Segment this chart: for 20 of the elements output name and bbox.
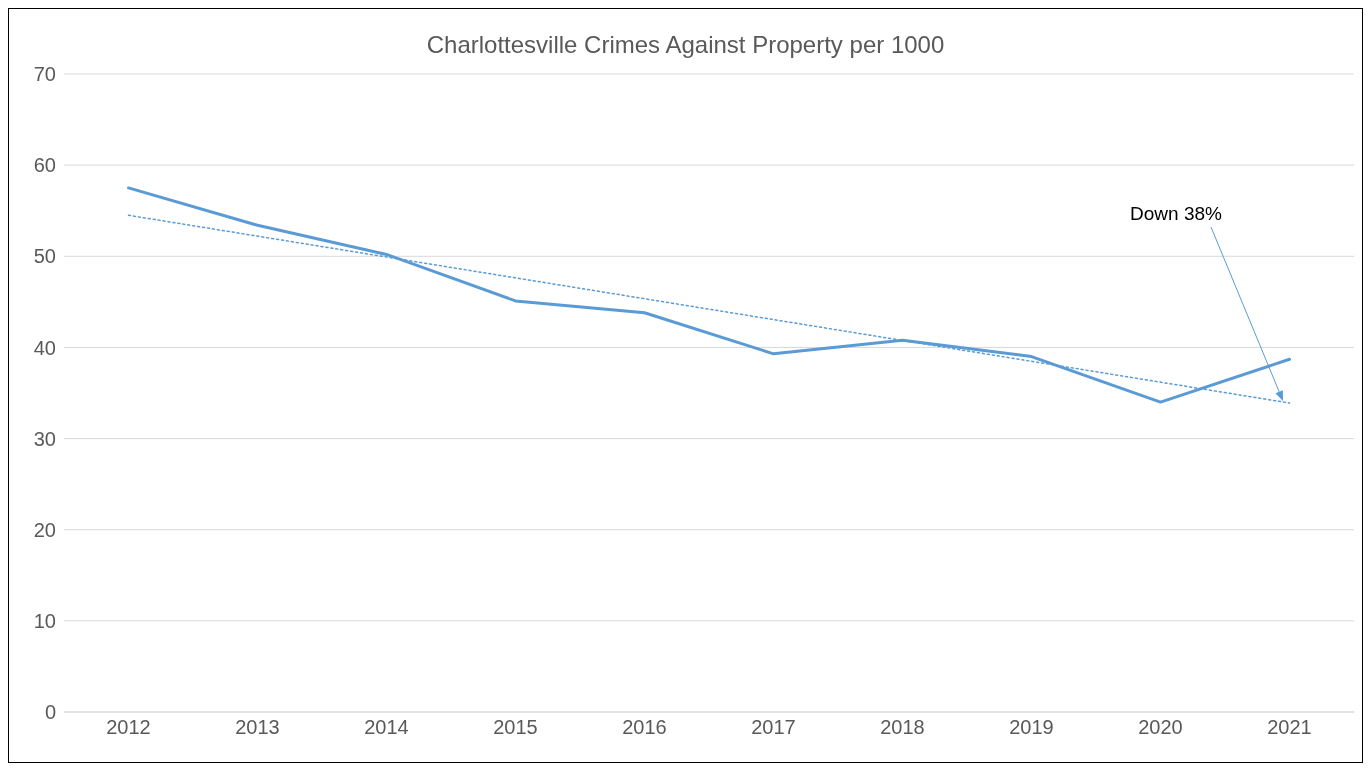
x-tick-label: 2017 bbox=[751, 716, 796, 739]
x-tick-label: 2019 bbox=[1009, 716, 1054, 739]
x-tick-label: 2018 bbox=[880, 716, 925, 739]
x-tick-label: 2012 bbox=[106, 716, 151, 739]
y-tick-label: 40 bbox=[33, 336, 56, 359]
x-tick-label: 2015 bbox=[493, 716, 538, 739]
x-tick-label: 2014 bbox=[364, 716, 409, 739]
y-tick-label: 70 bbox=[33, 63, 56, 86]
y-tick-label: 10 bbox=[33, 609, 56, 632]
y-tick-label: 20 bbox=[33, 518, 56, 541]
x-tick-label: 2021 bbox=[1267, 716, 1312, 739]
x-tick-label: 2020 bbox=[1138, 716, 1183, 739]
y-tick-label: 0 bbox=[44, 701, 56, 724]
y-tick-label: 50 bbox=[33, 245, 56, 268]
y-tick-label: 30 bbox=[33, 427, 56, 450]
x-tick-label: 2016 bbox=[622, 716, 667, 739]
y-tick-label: 60 bbox=[33, 154, 56, 177]
annotation: Down 38% bbox=[1130, 203, 1223, 224]
chart-title: Charlottesville Crimes Against Property per 1000 bbox=[425, 31, 946, 59]
x-tick-label: 2013 bbox=[235, 716, 280, 739]
